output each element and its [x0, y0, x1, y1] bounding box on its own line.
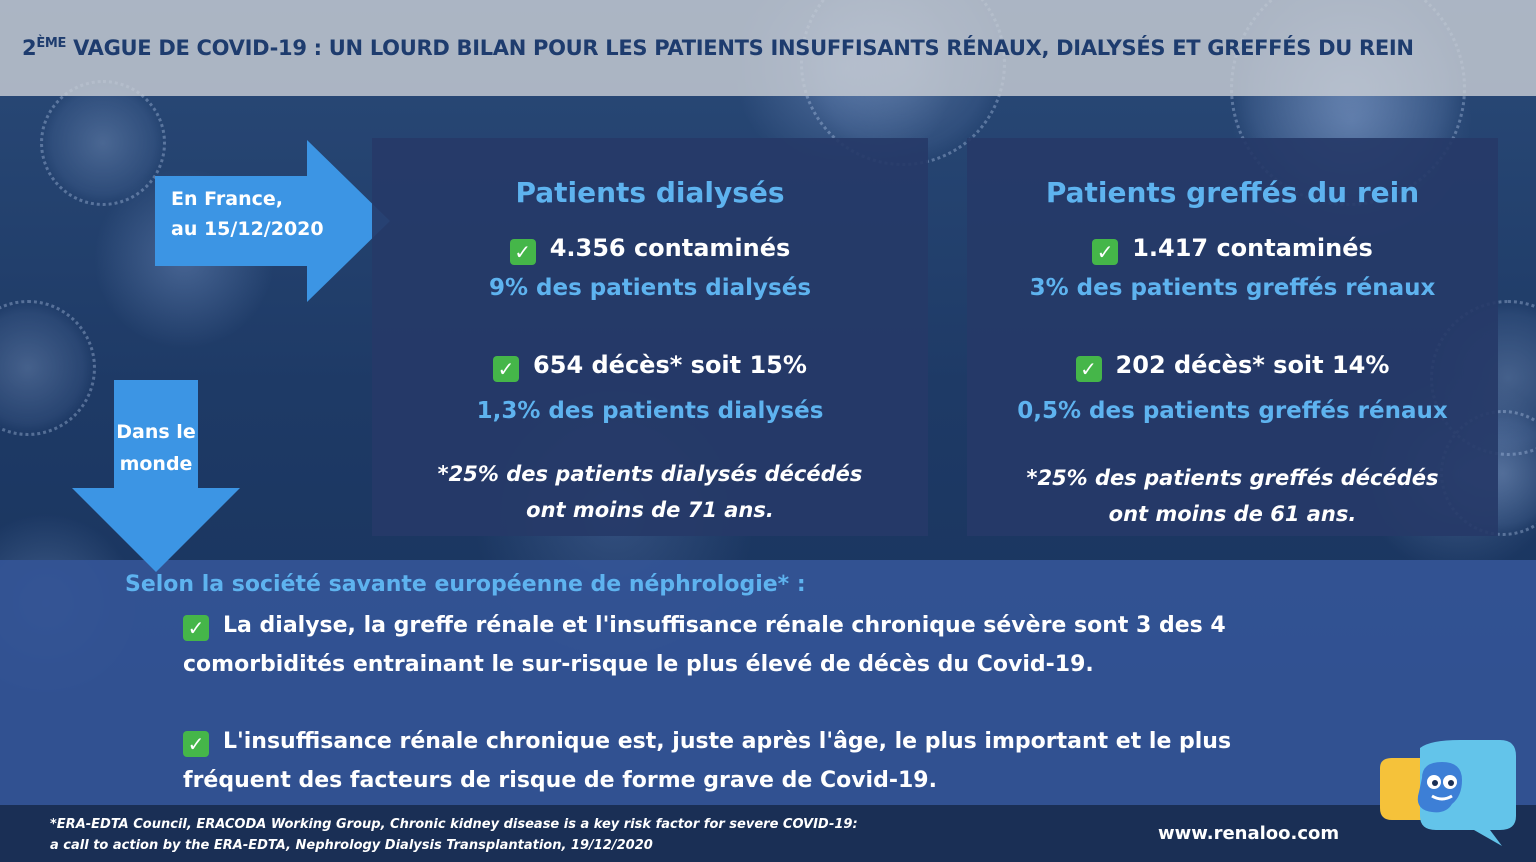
checkmark-icon: ✓: [1075, 356, 1102, 382]
card-title: Patients dialysés: [515, 176, 785, 209]
checkmark-icon: ✓: [183, 731, 209, 757]
card-title: Patients greffés du rein: [1045, 176, 1420, 209]
website-link[interactable]: www.renaloo.com: [1158, 823, 1340, 844]
deces-pct: 1,3% des patients dialysés: [476, 398, 824, 424]
section-lead: Selon la société savante européenne de n…: [125, 572, 806, 597]
deces-row: ✓ 202 décès* soit 14%: [967, 351, 1498, 382]
card-dialyses: Patients dialysés ✓ 4.356 contaminés 9% d…: [372, 138, 928, 536]
world-arrow-label: Dans le monde: [116, 421, 196, 475]
mascot-logo-icon: [1380, 740, 1516, 846]
world-section: Selon la société savante européenne de n…: [0, 560, 1536, 805]
point-2: ✓ L'insuffisance rénale chronique est, ju…: [183, 729, 1232, 793]
deces-pct: 0,5% des patients greffés rénaux: [1017, 398, 1448, 424]
card-footnote: *25% des patients greffés décédés ont mo…: [1026, 466, 1439, 526]
world-arrow: Dans le monde: [72, 380, 240, 572]
checkmark-icon: ✓: [509, 239, 536, 265]
point-1: ✓ La dialyse, la greffe rénale et l'insuf…: [183, 613, 1226, 677]
virus-decoration: [40, 80, 166, 206]
contamines-pct: 3% des patients greffés rénaux: [1029, 275, 1436, 301]
checkmark-icon: ✓: [1092, 239, 1119, 265]
contamines-pct: 9% des patients dialysés: [488, 275, 812, 301]
reference-citation: *ERA-EDTA Council, ERACODA Working Group…: [50, 817, 858, 853]
header-banner: 2ÈME VAGUE DE COVID-19 : UN LOURD BILAN …: [0, 0, 1536, 96]
renaloo-logo: [1370, 738, 1520, 848]
france-arrow-label: En France, au 15/12/2020: [171, 188, 324, 240]
footer: *ERA-EDTA Council, ERACODA Working Group…: [0, 805, 1536, 862]
contamines-row: ✓ 1.417 contaminés: [967, 234, 1498, 265]
france-arrow: En France, au 15/12/2020: [155, 140, 390, 302]
card-greffes: Patients greffés du rein ✓ 1.417 contamin…: [967, 138, 1498, 536]
checkmark-icon: ✓: [183, 615, 209, 641]
arrow-right-icon: [155, 140, 390, 302]
card-footnote: *25% des patients dialysés décédés ont m…: [437, 462, 863, 522]
arrow-down-icon: [72, 380, 240, 572]
checkmark-icon: ✓: [493, 356, 520, 382]
contamines-row: ✓ 4.356 contaminés: [372, 234, 928, 265]
deces-row: ✓ 654 décès* soit 15%: [372, 351, 928, 382]
page-title: 2ÈME VAGUE DE COVID-19 : UN LOURD BILAN …: [22, 36, 1414, 60]
